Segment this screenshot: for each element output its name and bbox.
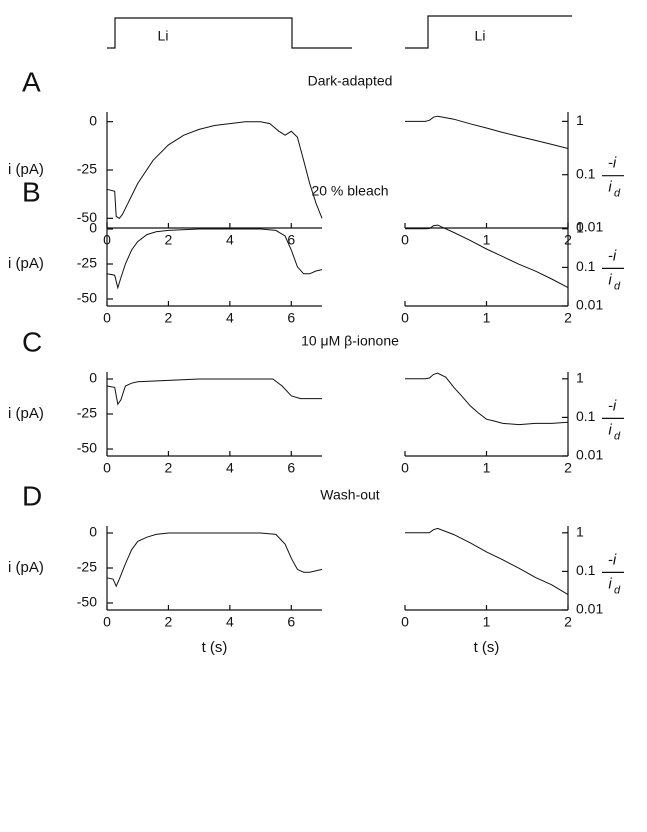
y-label-subscript: d xyxy=(614,584,621,596)
x-tick-label: 2 xyxy=(564,460,572,476)
x-tick-label: 0 xyxy=(103,310,111,326)
y-tick-label: 0 xyxy=(89,524,97,540)
y-tick-label: 0.1 xyxy=(576,408,596,424)
trace xyxy=(405,224,569,289)
y-tick-label: 1 xyxy=(576,220,584,236)
x-tick-label: 4 xyxy=(226,460,234,476)
y-axis-label: i (pA) xyxy=(8,559,44,576)
y-tick-label: 1 xyxy=(576,524,584,540)
x-tick-label: 2 xyxy=(165,310,173,326)
x-tick-label: 0 xyxy=(103,614,111,630)
stimulus-trace xyxy=(405,15,572,49)
x-tick-label: 2 xyxy=(165,614,173,630)
y-label-numerator: -i xyxy=(608,397,617,414)
x-tick-label: 6 xyxy=(287,232,295,248)
trace xyxy=(106,378,322,406)
x-tick-label: 0 xyxy=(103,460,111,476)
x-tick-label: 2 xyxy=(564,614,572,630)
y-tick-label: 0.1 xyxy=(576,562,596,578)
y-label-subscript: d xyxy=(614,188,621,200)
y-tick-label: 0.01 xyxy=(576,297,603,313)
y-label-numerator: -i xyxy=(608,247,617,264)
y-label-subscript: d xyxy=(614,280,621,292)
x-tick-label: 0 xyxy=(401,310,409,326)
y-label-subscript: d xyxy=(614,430,621,442)
y-tick-label: 0.1 xyxy=(576,258,596,274)
y-tick-label: 0.01 xyxy=(576,447,603,463)
y-label-denominator: i xyxy=(608,179,612,196)
y-tick-label: 0 xyxy=(89,220,97,236)
x-tick-label: 1 xyxy=(483,614,491,630)
trace xyxy=(405,372,569,426)
y-tick-label: 0.01 xyxy=(576,219,603,235)
stimulus-label: Li xyxy=(158,28,169,44)
trace xyxy=(106,228,323,290)
y-axis-label: i (pA) xyxy=(8,405,44,422)
panel-title: Wash-out xyxy=(320,487,380,503)
x-tick-label: 1 xyxy=(483,232,491,248)
y-tick-label: 1 xyxy=(576,112,584,128)
x-tick-label: 0 xyxy=(401,614,409,630)
trace xyxy=(405,527,569,596)
y-label-denominator: i xyxy=(608,421,612,438)
panel-title: Dark-adapted xyxy=(308,73,393,89)
stimulus-label: Li xyxy=(475,28,486,44)
y-tick-label: 1 xyxy=(576,370,584,386)
y-tick-label: 0.1 xyxy=(576,165,596,181)
stimulus-trace xyxy=(107,17,352,49)
x-tick-label: 0 xyxy=(401,232,409,248)
x-tick-label: 4 xyxy=(226,614,234,630)
panel-letter: D xyxy=(22,480,42,511)
y-label-denominator: i xyxy=(608,271,612,288)
panel-letter: C xyxy=(22,326,42,357)
panel-letter: B xyxy=(22,176,41,207)
y-tick-label: -50 xyxy=(77,209,97,225)
y-tick-label: 0 xyxy=(89,370,97,386)
y-tick-label: -25 xyxy=(77,405,97,421)
y-tick-label: -50 xyxy=(77,594,97,610)
y-axis-label: i (pA) xyxy=(8,255,44,272)
x-tick-label: 1 xyxy=(483,310,491,326)
y-axis-label: i (pA) xyxy=(8,161,44,178)
x-axis-label: t (s) xyxy=(474,639,500,656)
y-tick-label: -50 xyxy=(77,290,97,306)
y-tick-label: 0 xyxy=(89,112,97,128)
x-tick-label: 6 xyxy=(287,614,295,630)
y-label-numerator: -i xyxy=(608,551,617,568)
y-tick-label: -25 xyxy=(77,255,97,271)
panel-title: 10 μM β-ionone xyxy=(301,333,399,349)
y-label-numerator: -i xyxy=(608,155,617,172)
y-tick-label: -25 xyxy=(77,161,97,177)
x-tick-label: 2 xyxy=(564,310,572,326)
x-tick-label: 4 xyxy=(226,232,234,248)
panel-title: 20 % bleach xyxy=(311,183,388,199)
y-label-denominator: i xyxy=(608,575,612,592)
x-tick-label: 2 xyxy=(165,460,173,476)
trace xyxy=(106,121,323,219)
x-tick-label: 6 xyxy=(287,460,295,476)
x-tick-label: 2 xyxy=(165,232,173,248)
x-tick-label: 4 xyxy=(226,310,234,326)
y-tick-label: 0.01 xyxy=(576,601,603,617)
x-axis-label: t (s) xyxy=(202,639,228,656)
trace xyxy=(405,115,569,149)
trace xyxy=(106,532,323,588)
panel-letter: A xyxy=(22,66,41,97)
x-tick-label: 0 xyxy=(401,460,409,476)
y-tick-label: -50 xyxy=(77,440,97,456)
x-tick-label: 6 xyxy=(287,310,295,326)
x-tick-label: 1 xyxy=(483,460,491,476)
y-tick-label: -25 xyxy=(77,559,97,575)
